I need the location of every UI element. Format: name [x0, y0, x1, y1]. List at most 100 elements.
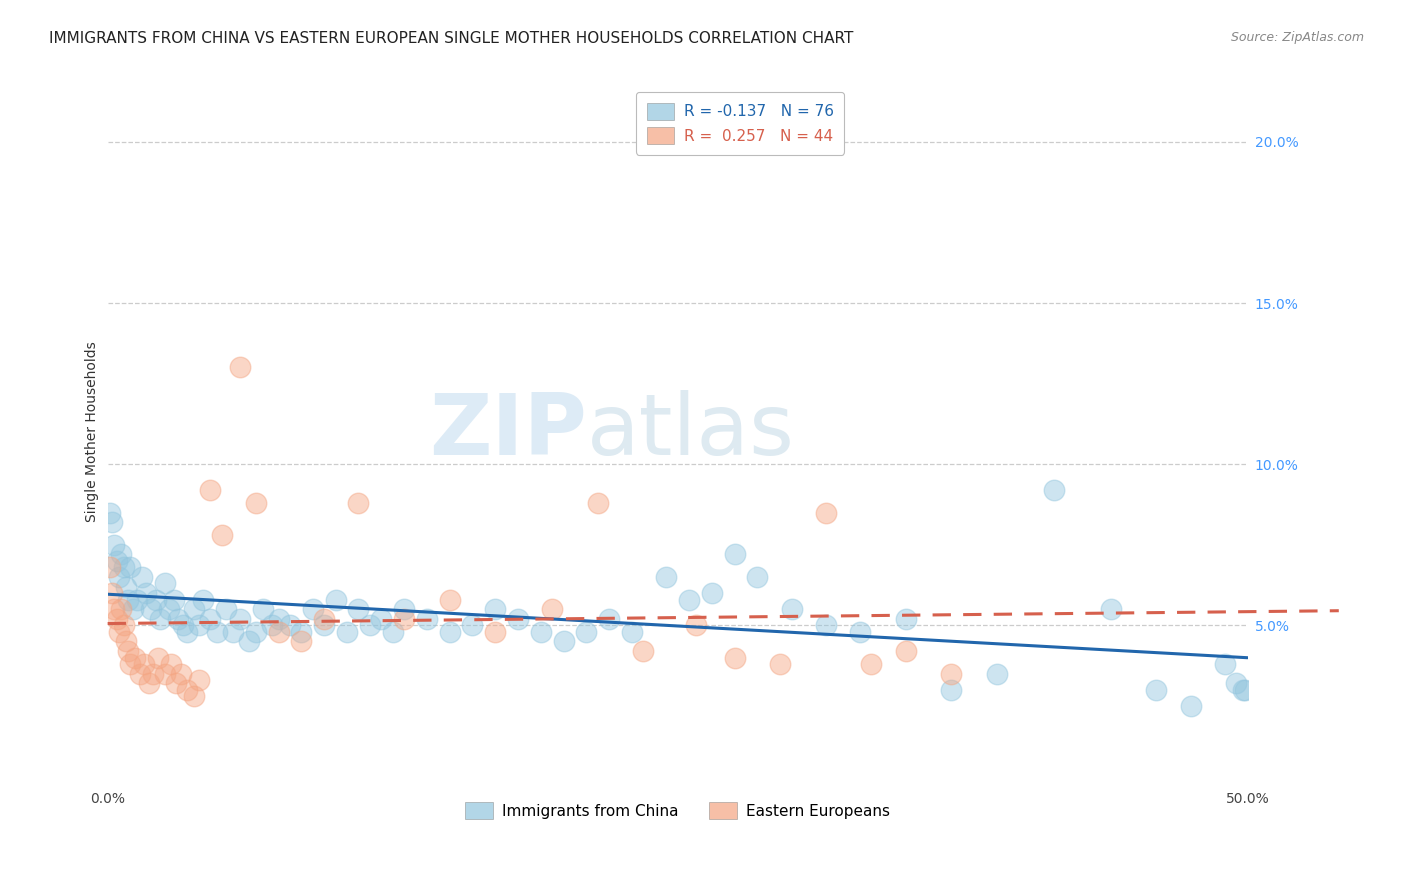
Point: [215, 602, 238, 616]
Point: [200, 483, 222, 497]
Point: [238, 634, 260, 648]
Point: [105, 612, 128, 626]
Point: [894, 644, 917, 658]
Point: [506, 612, 529, 626]
Point: [153, 576, 176, 591]
Point: [633, 644, 655, 658]
Point: [245, 624, 267, 639]
Point: [176, 682, 198, 697]
Y-axis label: Single Mother Households: Single Mother Households: [86, 342, 100, 523]
Point: [723, 650, 745, 665]
Point: [325, 592, 347, 607]
Text: Source: ZipAtlas.com: Source: ZipAtlas.com: [1230, 31, 1364, 45]
Point: [267, 624, 290, 639]
Point: [183, 690, 205, 704]
Point: [110, 548, 132, 562]
Point: [153, 666, 176, 681]
Point: [131, 570, 153, 584]
Point: [103, 538, 125, 552]
Point: [187, 673, 209, 687]
Point: [290, 624, 312, 639]
Point: [222, 624, 245, 639]
Point: [290, 634, 312, 648]
Point: [124, 650, 146, 665]
Point: [723, 548, 745, 562]
Point: [314, 612, 336, 626]
Point: [461, 618, 484, 632]
Point: [553, 634, 575, 648]
Point: [108, 570, 131, 584]
Point: [986, 666, 1008, 681]
Point: [849, 624, 872, 639]
Point: [598, 612, 620, 626]
Point: [108, 624, 131, 639]
Point: [229, 360, 252, 375]
Point: [105, 554, 128, 568]
Point: [193, 592, 215, 607]
Point: [814, 506, 837, 520]
Point: [260, 618, 283, 632]
Legend: Immigrants from China, Eastern Europeans: Immigrants from China, Eastern Europeans: [460, 796, 896, 825]
Point: [780, 602, 803, 616]
Point: [98, 506, 121, 520]
Point: [439, 624, 461, 639]
Point: [135, 586, 157, 600]
Point: [439, 592, 461, 607]
Point: [101, 586, 124, 600]
Point: [1180, 698, 1202, 713]
Point: [128, 666, 150, 681]
Point: [110, 602, 132, 616]
Point: [1042, 483, 1064, 497]
Point: [169, 666, 191, 681]
Point: [120, 657, 142, 671]
Point: [229, 612, 252, 626]
Point: [336, 624, 359, 639]
Point: [392, 612, 415, 626]
Point: [301, 602, 323, 616]
Point: [621, 624, 644, 639]
Point: [211, 528, 233, 542]
Point: [167, 612, 190, 626]
Point: [200, 612, 222, 626]
Point: [347, 602, 370, 616]
Text: ZIP: ZIP: [429, 391, 586, 474]
Point: [138, 676, 160, 690]
Point: [127, 592, 149, 607]
Point: [1232, 682, 1254, 697]
Point: [183, 602, 205, 616]
Point: [115, 634, 138, 648]
Point: [112, 560, 135, 574]
Point: [176, 624, 198, 639]
Point: [1099, 602, 1122, 616]
Text: atlas: atlas: [586, 391, 794, 474]
Point: [575, 624, 598, 639]
Point: [112, 618, 135, 632]
Point: [530, 624, 553, 639]
Point: [484, 624, 506, 639]
Point: [314, 618, 336, 632]
Point: [484, 602, 506, 616]
Point: [165, 676, 187, 690]
Point: [117, 644, 139, 658]
Point: [370, 612, 392, 626]
Point: [157, 602, 180, 616]
Point: [541, 602, 564, 616]
Point: [172, 618, 194, 632]
Point: [103, 602, 125, 616]
Point: [1144, 682, 1167, 697]
Text: IMMIGRANTS FROM CHINA VS EASTERN EUROPEAN SINGLE MOTHER HOUSEHOLDS CORRELATION C: IMMIGRANTS FROM CHINA VS EASTERN EUROPEA…: [49, 31, 853, 46]
Point: [120, 560, 142, 574]
Point: [678, 592, 700, 607]
Point: [381, 624, 404, 639]
Point: [416, 612, 439, 626]
Point: [117, 592, 139, 607]
Point: [747, 570, 769, 584]
Point: [145, 592, 167, 607]
Point: [245, 496, 267, 510]
Point: [146, 650, 169, 665]
Point: [205, 624, 228, 639]
Point: [941, 682, 963, 697]
Point: [894, 612, 917, 626]
Point: [160, 657, 183, 671]
Point: [700, 586, 723, 600]
